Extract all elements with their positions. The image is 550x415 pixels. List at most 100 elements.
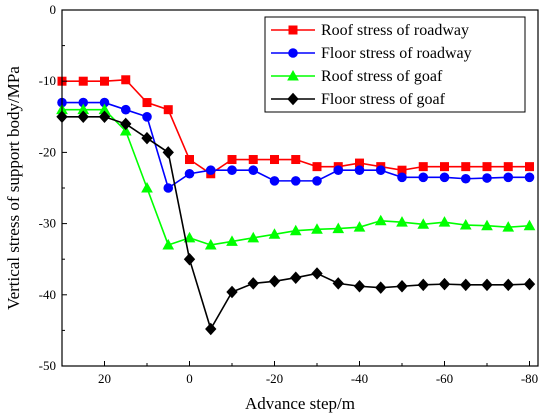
data-point xyxy=(374,214,387,226)
data-point xyxy=(481,219,493,231)
data-point xyxy=(289,224,302,236)
data-point xyxy=(482,173,492,183)
data-point xyxy=(525,162,534,172)
data-point xyxy=(523,219,536,231)
data-point xyxy=(142,98,152,108)
data-point xyxy=(523,277,536,291)
legend-item: Roof stress of roadway xyxy=(271,22,469,39)
data-point xyxy=(163,183,174,193)
data-point xyxy=(418,162,428,172)
axis-layer: 20 0 -20 -40 -60 -80 0 -10 -20 -30 -40 -50 xyxy=(39,2,539,386)
x-tick-label: 0 xyxy=(186,371,193,386)
data-point xyxy=(418,172,429,183)
data-point xyxy=(100,76,109,86)
data-point xyxy=(183,231,196,243)
data-point xyxy=(417,218,430,229)
x-tick-label: -60 xyxy=(436,371,453,386)
y-tick-label: -40 xyxy=(39,287,56,302)
y-axis-label: Vertical stress of support body/MPa xyxy=(4,66,23,310)
y-tick-label: -20 xyxy=(39,144,56,159)
data-point xyxy=(438,216,451,227)
x-tick-label: 20 xyxy=(98,371,111,386)
legend: Roof stress of roadway Floor stress of ro… xyxy=(264,16,526,113)
data-point xyxy=(205,322,217,336)
data-point xyxy=(142,112,152,122)
data-point xyxy=(460,278,472,292)
data-point xyxy=(120,104,131,115)
data-point xyxy=(459,218,472,230)
legend-label: Floor stress of roadway xyxy=(321,45,472,62)
y-tick-label: -50 xyxy=(39,358,56,373)
data-point xyxy=(524,172,535,183)
data-point xyxy=(311,267,323,280)
series-3 xyxy=(56,103,536,250)
data-point xyxy=(461,162,471,172)
legend-marker xyxy=(288,48,298,58)
data-point xyxy=(120,117,132,131)
data-point xyxy=(397,172,407,183)
data-point xyxy=(227,155,237,165)
legend-box xyxy=(264,16,526,113)
data-point xyxy=(162,146,174,159)
data-point xyxy=(375,281,387,294)
y-tick-label: -30 xyxy=(39,216,56,231)
data-point xyxy=(375,165,386,175)
data-point xyxy=(121,75,131,85)
series-layer xyxy=(56,75,536,336)
data-point xyxy=(440,162,449,172)
data-point xyxy=(183,252,196,266)
data-point xyxy=(78,76,88,86)
data-point xyxy=(248,155,258,165)
legend-label: Roof stress of roadway xyxy=(321,22,469,39)
data-point xyxy=(226,285,238,299)
data-point xyxy=(269,176,280,186)
data-point xyxy=(162,238,175,250)
data-point xyxy=(290,176,301,186)
x-axis-label: Advance step/m xyxy=(245,394,355,413)
series-line xyxy=(62,101,530,190)
data-point xyxy=(184,168,195,179)
data-point xyxy=(291,155,301,165)
data-point xyxy=(333,165,344,175)
data-point xyxy=(460,173,471,184)
data-point xyxy=(482,162,492,172)
legend-label: Floor stress of goaf xyxy=(321,91,446,108)
data-point xyxy=(226,235,238,246)
data-point xyxy=(332,222,345,234)
data-point xyxy=(312,162,322,172)
data-point xyxy=(396,280,408,293)
data-point xyxy=(438,277,451,291)
legend-item: Floor stress of roadway xyxy=(271,45,472,62)
data-point xyxy=(270,155,279,165)
data-point xyxy=(503,172,514,183)
data-point xyxy=(77,110,89,124)
data-point xyxy=(439,172,450,183)
legend-marker xyxy=(287,69,299,81)
data-point xyxy=(141,131,153,145)
y-tick-label: 0 xyxy=(50,2,57,17)
data-point xyxy=(481,278,493,292)
data-point xyxy=(353,280,366,293)
data-point xyxy=(227,165,237,175)
series-4 xyxy=(56,110,536,336)
data-point xyxy=(247,231,260,243)
data-point xyxy=(163,105,173,115)
data-point xyxy=(268,228,281,239)
data-point xyxy=(205,165,216,175)
legend-item: Floor stress of goaf xyxy=(271,91,446,108)
data-point xyxy=(268,275,281,288)
data-point xyxy=(311,223,323,234)
legend-marker xyxy=(287,92,299,106)
data-point xyxy=(185,155,194,165)
legend-marker xyxy=(288,25,298,35)
data-point xyxy=(502,221,515,232)
data-point xyxy=(353,221,366,232)
data-point xyxy=(248,165,259,175)
data-point xyxy=(502,278,514,292)
x-tick-label: -20 xyxy=(266,371,283,386)
series-2 xyxy=(57,97,535,193)
data-point xyxy=(247,277,259,290)
data-point xyxy=(141,181,153,193)
data-point xyxy=(417,278,429,292)
